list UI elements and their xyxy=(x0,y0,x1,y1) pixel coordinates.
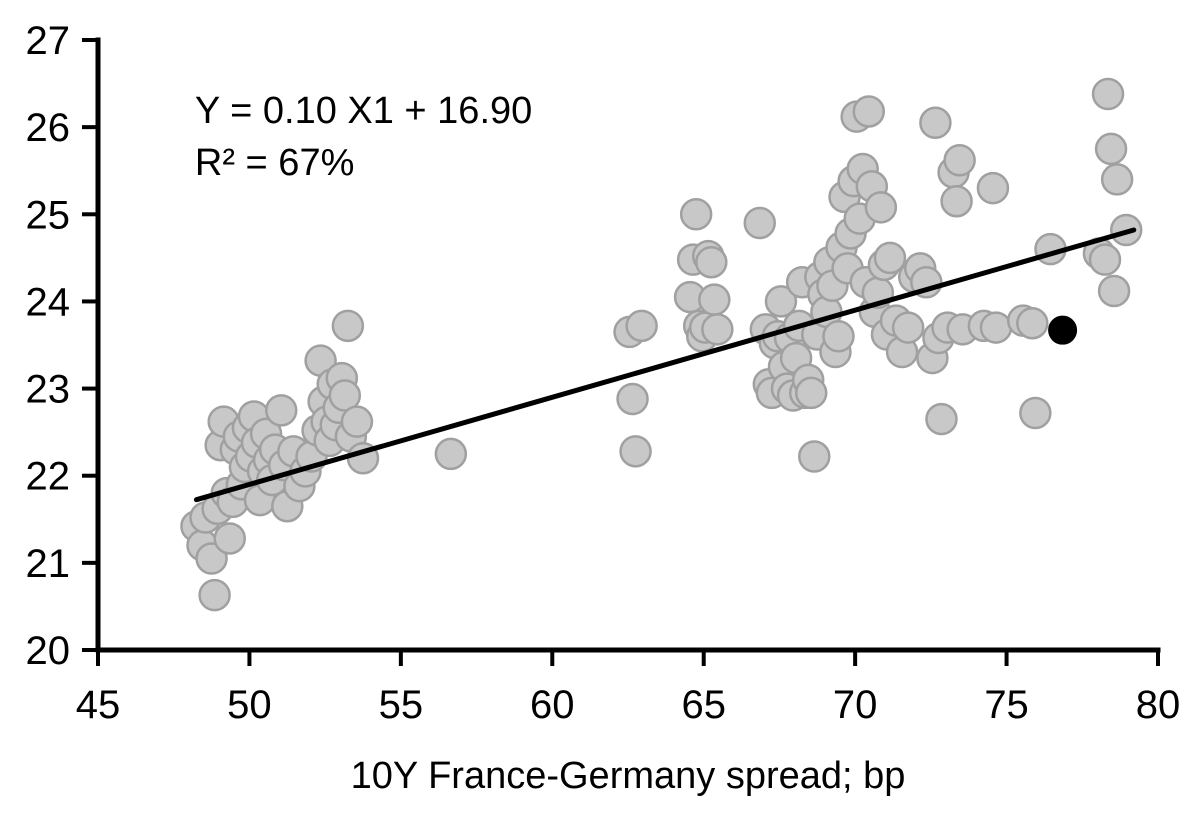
y-tick-label: 24 xyxy=(26,280,71,324)
data-point xyxy=(213,522,246,555)
y-tick-label: 21 xyxy=(26,542,71,586)
x-axis-tick-labels: 45 50 55 60 65 70 75 80 xyxy=(76,683,1181,727)
y-tick-label: 25 xyxy=(26,193,71,237)
data-point xyxy=(1016,306,1049,340)
data-point xyxy=(943,144,976,177)
data-point xyxy=(976,171,1010,205)
x-tick-label: 60 xyxy=(530,683,575,727)
data-point xyxy=(794,376,828,410)
regression-equation: Y = 0.10 X1 + 16.90 xyxy=(195,90,532,132)
data-point-layer xyxy=(180,77,1143,612)
axis-lines xyxy=(95,37,1161,653)
highlighted-data-point xyxy=(1048,315,1078,345)
data-point xyxy=(743,206,776,240)
data-point xyxy=(798,440,831,473)
data-point xyxy=(1100,163,1134,196)
data-point xyxy=(864,191,898,224)
y-tick-label: 22 xyxy=(26,455,71,499)
x-tick-label: 45 xyxy=(76,683,121,727)
data-point xyxy=(1019,396,1052,430)
data-point xyxy=(679,198,713,231)
data-point xyxy=(940,184,973,218)
data-point xyxy=(616,382,649,416)
data-point xyxy=(264,394,298,427)
x-tick-label: 50 xyxy=(227,683,272,727)
y-tick-label: 23 xyxy=(26,368,71,412)
data-point xyxy=(764,285,798,318)
x-tick-label: 55 xyxy=(379,683,424,727)
r-squared: R² = 67% xyxy=(195,142,354,184)
regression-fit-line xyxy=(193,227,1137,503)
y-axis-tick-labels: 20 21 22 23 24 25 26 27 xyxy=(26,19,71,673)
x-tick-label: 70 xyxy=(833,683,878,727)
highlighted-point-layer xyxy=(1048,315,1078,345)
y-tick-label: 27 xyxy=(26,19,71,63)
data-point xyxy=(873,241,907,275)
x-tick-label: 80 xyxy=(1136,683,1181,727)
data-point xyxy=(701,313,734,346)
chart-annotations: Y = 0.10 X1 + 16.90 R² = 67% xyxy=(195,90,532,184)
data-point xyxy=(331,309,365,343)
data-point xyxy=(1097,274,1131,308)
data-point xyxy=(1091,77,1125,111)
regression-line xyxy=(193,227,1137,503)
data-point xyxy=(919,106,952,140)
x-axis-title-label: 10Y France-Germany spread; bp xyxy=(351,755,906,797)
data-point xyxy=(328,379,362,412)
x-tick-label: 75 xyxy=(984,683,1029,727)
data-point xyxy=(822,320,855,353)
data-point xyxy=(852,95,886,128)
data-point xyxy=(340,405,374,438)
y-tick-label: 26 xyxy=(26,106,71,150)
data-point xyxy=(195,542,228,575)
data-point xyxy=(434,437,468,471)
data-point xyxy=(698,283,731,316)
data-point xyxy=(695,245,728,279)
data-point xyxy=(1088,243,1122,276)
data-point xyxy=(1094,132,1128,166)
data-point xyxy=(925,402,958,436)
data-point xyxy=(619,435,652,468)
data-point xyxy=(891,311,925,344)
data-point xyxy=(625,309,658,343)
axis-tick-marks xyxy=(82,38,1160,666)
x-tick-label: 65 xyxy=(681,683,726,727)
y-tick-label: 20 xyxy=(26,629,71,673)
data-point xyxy=(198,578,231,612)
x-axis-title: 10Y France-Germany spread; bp xyxy=(351,755,906,797)
data-point xyxy=(979,311,1013,344)
